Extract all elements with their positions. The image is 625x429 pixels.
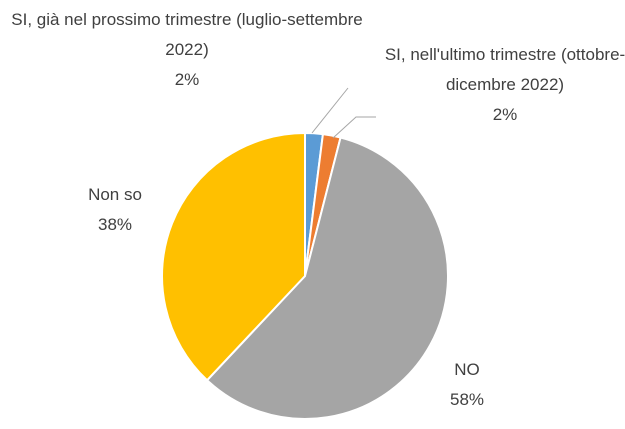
value-label: 58% (449, 390, 485, 409)
value-label: 2% (492, 105, 518, 124)
category-label: Non so (88, 185, 142, 204)
leader-line (311, 87, 349, 134)
category-label: SI, nell'ultimo trimestre (ottobre-dicem… (384, 45, 625, 94)
value-label: 2% (174, 70, 200, 89)
category-label: NO (454, 360, 480, 379)
value-label: 38% (97, 215, 133, 234)
leader-line (332, 116, 376, 139)
category-label: SI, già nel prossimo trimestre (luglio-s… (11, 10, 363, 59)
pie-slice (161, 131, 306, 382)
pie-slice (205, 136, 449, 420)
